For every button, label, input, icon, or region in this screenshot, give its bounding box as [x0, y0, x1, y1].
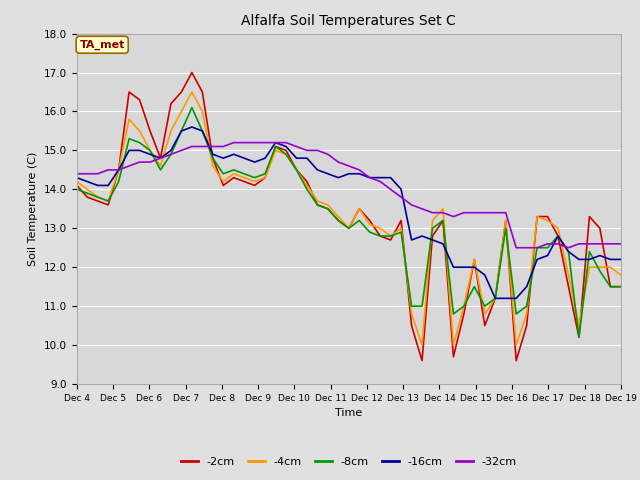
X-axis label: Time: Time: [335, 408, 362, 418]
Legend: -2cm, -4cm, -8cm, -16cm, -32cm: -2cm, -4cm, -8cm, -16cm, -32cm: [177, 453, 521, 471]
Title: Alfalfa Soil Temperatures Set C: Alfalfa Soil Temperatures Set C: [241, 14, 456, 28]
Y-axis label: Soil Temperature (C): Soil Temperature (C): [28, 152, 38, 266]
Text: TA_met: TA_met: [79, 40, 125, 50]
